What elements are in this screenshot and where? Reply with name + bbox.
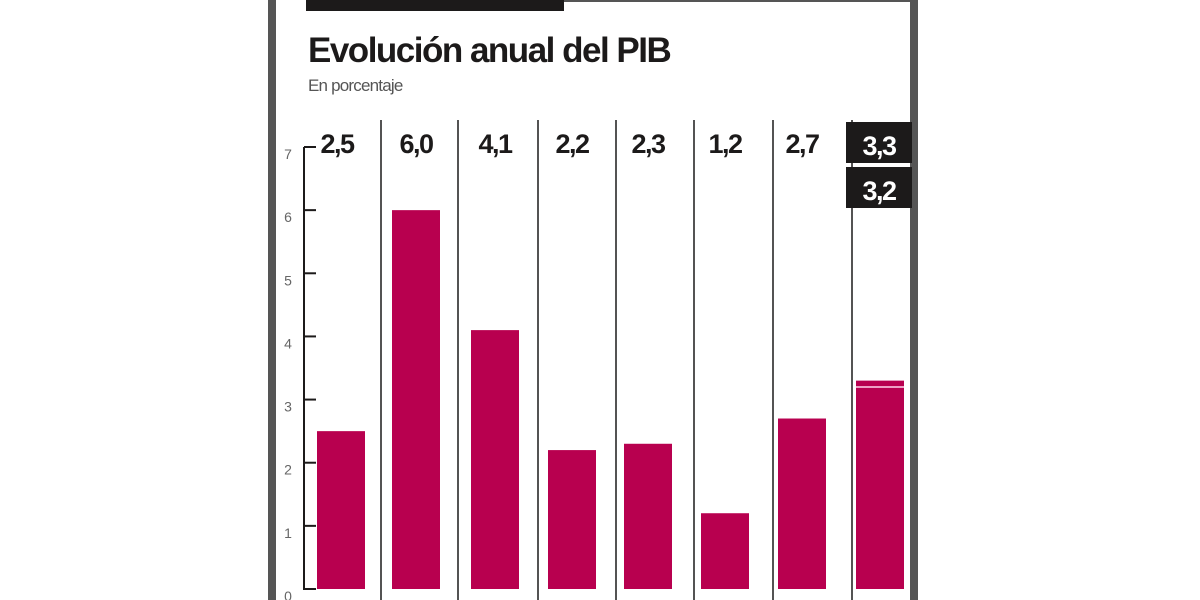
chart-title: Evolución anual del PIB [308, 31, 670, 70]
bar [317, 431, 365, 589]
value-label: 2,3 [631, 129, 666, 159]
value-label: 3,3 [862, 131, 897, 161]
y-tick-label: 4 [284, 335, 292, 351]
y-tick-label: 3 [284, 399, 292, 415]
bar [856, 380, 904, 589]
bar [778, 418, 826, 589]
value-label-box [846, 167, 912, 208]
value-label-box [846, 122, 912, 163]
bar [624, 443, 672, 589]
y-tick-label: 1 [284, 525, 292, 541]
bar [392, 210, 440, 589]
bar [701, 513, 749, 589]
chart-subtitle: En porcentaje [308, 76, 403, 95]
y-tick-label: 7 [284, 146, 292, 162]
value-label: 6,0 [399, 129, 433, 159]
value-label: 1,2 [708, 129, 742, 159]
value-label: 4,1 [478, 129, 513, 159]
header-bar [306, 0, 564, 11]
bar [471, 330, 519, 589]
y-tick-label: 5 [284, 272, 292, 288]
bar [548, 450, 596, 589]
y-tick-label: 6 [284, 209, 292, 225]
value-label: 2,7 [785, 129, 819, 159]
y-tick-label: 0 [284, 588, 292, 600]
value-label-secondary: 3,2 [862, 176, 896, 206]
frame-left [268, 0, 276, 600]
y-tick-label: 2 [284, 462, 292, 478]
value-label: 2,2 [555, 129, 589, 159]
value-label: 2,5 [320, 129, 355, 159]
frame-right [910, 0, 918, 600]
